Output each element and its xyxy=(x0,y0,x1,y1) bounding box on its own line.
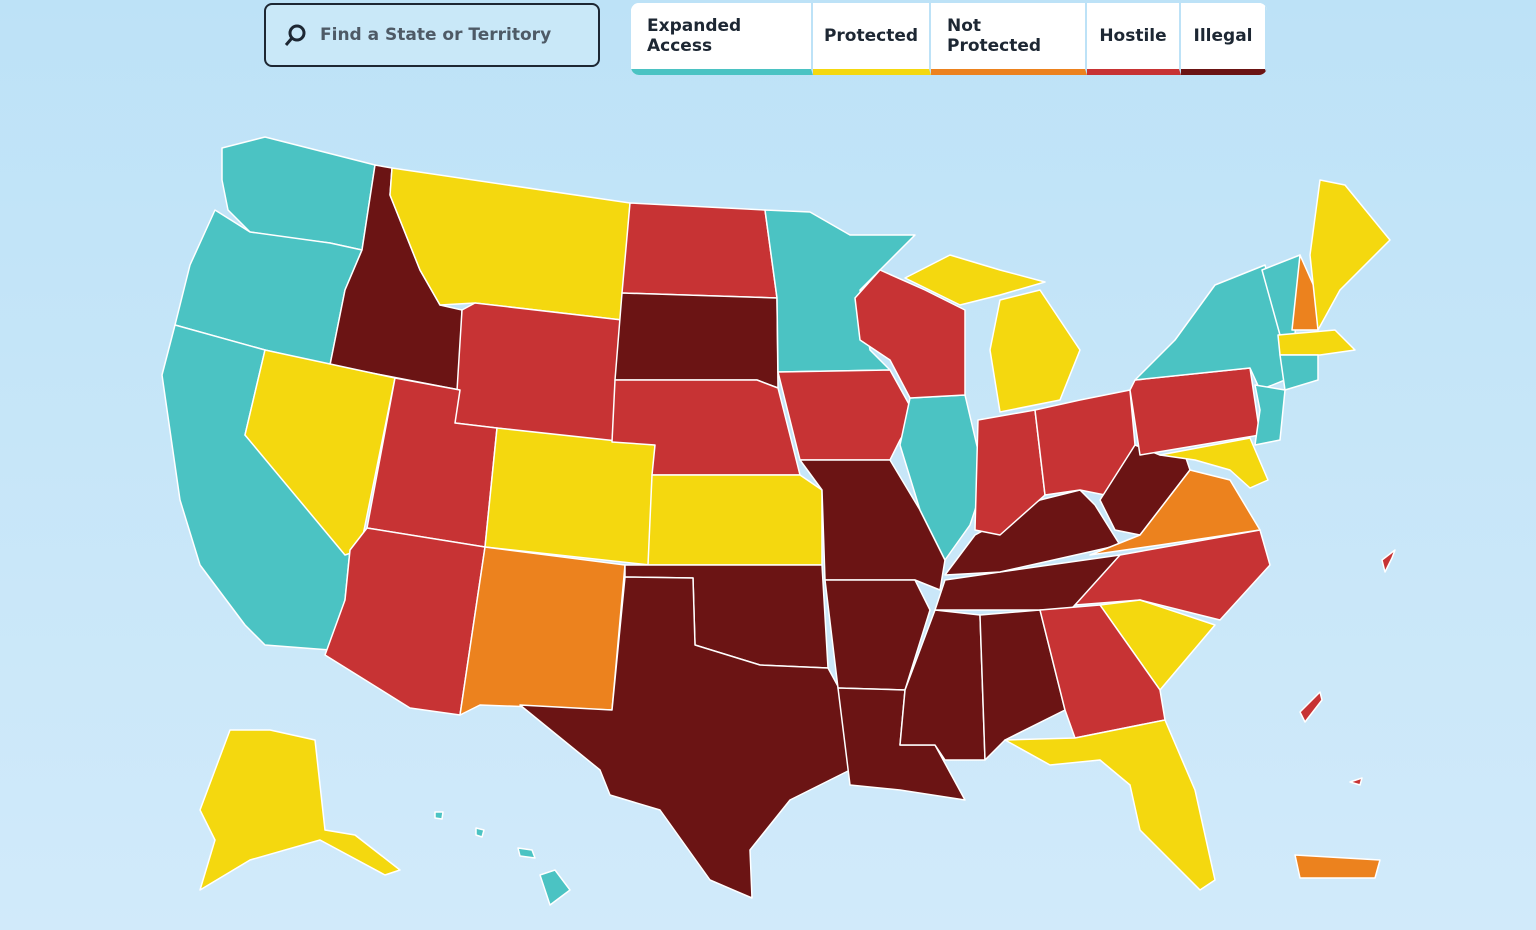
region[interactable] xyxy=(1159,437,1269,489)
region[interactable] xyxy=(1381,549,1396,573)
legend-tab[interactable]: Protected xyxy=(813,3,931,75)
region[interactable] xyxy=(799,459,946,591)
region[interactable] xyxy=(979,609,1066,761)
region[interactable] xyxy=(1134,264,1286,391)
search-icon xyxy=(284,24,306,46)
region[interactable] xyxy=(974,409,1046,536)
region[interactable] xyxy=(824,579,931,691)
region[interactable] xyxy=(517,847,536,859)
region[interactable] xyxy=(1129,367,1261,456)
region[interactable] xyxy=(777,369,916,461)
region[interactable] xyxy=(434,811,444,820)
legend-tab[interactable]: Illegal xyxy=(1181,3,1267,75)
region[interactable] xyxy=(989,289,1081,413)
region[interactable] xyxy=(1254,384,1286,446)
search-box[interactable]: Find a State or Territory xyxy=(264,3,600,67)
region[interactable] xyxy=(1089,469,1261,556)
region[interactable] xyxy=(1349,777,1363,786)
region[interactable] xyxy=(519,576,851,899)
region[interactable] xyxy=(539,869,571,906)
region[interactable] xyxy=(1294,854,1381,879)
region[interactable] xyxy=(1299,691,1323,723)
region[interactable] xyxy=(621,202,778,299)
legend-tab[interactable]: Expanded Access xyxy=(631,3,813,75)
search-placeholder: Find a State or Territory xyxy=(320,25,552,45)
region[interactable] xyxy=(1309,179,1391,331)
region[interactable] xyxy=(459,546,626,716)
region[interactable] xyxy=(904,254,1046,306)
region[interactable] xyxy=(899,609,986,761)
legend-tab[interactable]: Not Protected xyxy=(931,3,1087,75)
legend: Expanded Access Protected Not Protected Hos… xyxy=(631,3,1267,75)
region[interactable] xyxy=(484,427,656,566)
region[interactable] xyxy=(1277,329,1356,356)
region[interactable] xyxy=(899,394,986,561)
region[interactable] xyxy=(1004,719,1216,891)
region[interactable] xyxy=(199,729,401,891)
region[interactable] xyxy=(854,269,966,399)
region[interactable] xyxy=(614,292,779,389)
legend-tab[interactable]: Hostile xyxy=(1087,3,1181,75)
region[interactable] xyxy=(454,302,623,443)
region[interactable] xyxy=(475,827,485,838)
region[interactable] xyxy=(1279,354,1319,391)
region[interactable] xyxy=(324,527,486,716)
region[interactable] xyxy=(647,474,823,566)
